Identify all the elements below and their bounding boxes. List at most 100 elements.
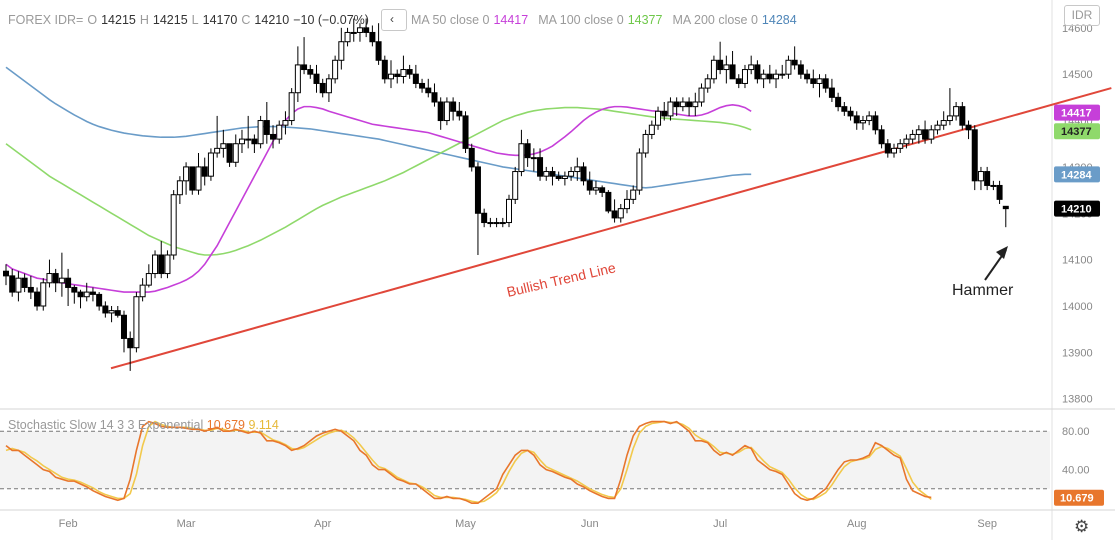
candle-body xyxy=(474,166,481,214)
candle-body xyxy=(667,101,674,117)
month-tick-label: Apr xyxy=(314,518,331,530)
candle-body xyxy=(388,73,395,80)
price-tag-box xyxy=(1054,166,1100,183)
candle xyxy=(611,199,618,223)
candle-body xyxy=(971,129,978,182)
candle xyxy=(661,102,668,121)
candle xyxy=(512,166,519,204)
candle-body xyxy=(847,110,854,117)
candle-body xyxy=(21,277,28,288)
candle xyxy=(543,166,550,181)
candle xyxy=(717,41,724,75)
candle-body xyxy=(58,277,65,284)
candle-body xyxy=(462,115,469,149)
candle-body xyxy=(549,171,556,177)
candle xyxy=(592,180,599,195)
candle-body xyxy=(356,27,363,33)
candle-body xyxy=(34,291,41,307)
candle-body xyxy=(412,73,419,84)
candle xyxy=(965,120,972,140)
candle-body xyxy=(52,273,59,284)
candle-body xyxy=(642,133,649,154)
candle xyxy=(698,83,705,107)
candle xyxy=(574,157,581,181)
candle-body xyxy=(276,124,283,140)
candle xyxy=(276,120,283,144)
candle-body xyxy=(313,73,320,84)
candle-body xyxy=(754,64,761,80)
candle xyxy=(748,55,755,75)
candle xyxy=(909,129,916,144)
candle xyxy=(679,97,686,112)
candle xyxy=(928,125,935,144)
candle xyxy=(400,55,407,84)
candle xyxy=(636,148,643,195)
candle xyxy=(21,273,28,293)
candle-body xyxy=(866,115,873,122)
candle xyxy=(375,23,382,65)
collapse-legend-button[interactable]: ‹ xyxy=(380,9,407,31)
candle xyxy=(586,171,593,195)
candle-body xyxy=(456,110,463,117)
candle xyxy=(779,64,786,79)
candle-body xyxy=(406,69,413,75)
candle xyxy=(704,74,711,93)
candle xyxy=(3,264,9,286)
candle-body xyxy=(419,82,426,89)
candle xyxy=(953,102,960,121)
candle-body xyxy=(381,59,388,80)
candle-body xyxy=(648,124,655,135)
candle-body xyxy=(878,129,885,145)
price-tag: 14284 xyxy=(1054,166,1100,183)
candle xyxy=(791,46,798,70)
candle-body xyxy=(611,210,618,219)
candle-body xyxy=(425,87,432,94)
candle-body xyxy=(828,87,835,98)
candle-body xyxy=(288,92,295,122)
candle xyxy=(251,134,258,153)
gear-icon[interactable]: ⚙ xyxy=(1074,517,1090,536)
candle xyxy=(363,18,370,38)
candle-body xyxy=(201,166,208,177)
candle xyxy=(810,69,817,89)
month-tick-label: Aug xyxy=(847,518,867,530)
ma50-value: 14417 xyxy=(493,13,529,27)
annotations: Bullish Trend Line Hammer xyxy=(505,246,1014,300)
stochastic-header: Stochastic Slow 14 3 3 Exponential 10.67… xyxy=(8,418,279,432)
candle xyxy=(822,74,829,93)
price-tag-label: 14284 xyxy=(1061,169,1092,181)
price-tag-box xyxy=(1054,123,1100,140)
ma200-path xyxy=(5,66,752,189)
candle xyxy=(34,287,41,311)
candle-body xyxy=(65,277,72,288)
candle xyxy=(307,64,314,79)
candle xyxy=(89,287,96,302)
candle-body xyxy=(841,106,848,112)
candle xyxy=(990,180,997,191)
candle-body xyxy=(96,293,103,307)
price-tag-box xyxy=(1054,200,1100,217)
month-tick-label: Jun xyxy=(581,518,599,530)
candle xyxy=(599,185,606,198)
candle xyxy=(524,139,531,167)
candle xyxy=(15,271,22,302)
candle xyxy=(797,60,804,79)
candle-body xyxy=(617,208,624,219)
candle xyxy=(108,306,115,323)
candle-body xyxy=(773,73,780,80)
candle xyxy=(220,129,227,158)
candle-body xyxy=(114,310,121,316)
candle xyxy=(642,129,649,158)
stoch-k-line xyxy=(5,420,932,505)
ma200-line xyxy=(5,66,752,189)
currency-button[interactable]: IDR xyxy=(1064,5,1100,26)
candle-body xyxy=(344,31,351,43)
candle xyxy=(568,166,575,181)
ma100-path xyxy=(5,106,752,256)
candle-body xyxy=(537,157,544,177)
price-tags: 14417 14377 14284 14210 xyxy=(1054,104,1100,217)
candle-body xyxy=(468,147,475,168)
candle-body xyxy=(102,305,109,314)
candle xyxy=(723,55,730,84)
candle-body xyxy=(1002,205,1009,210)
